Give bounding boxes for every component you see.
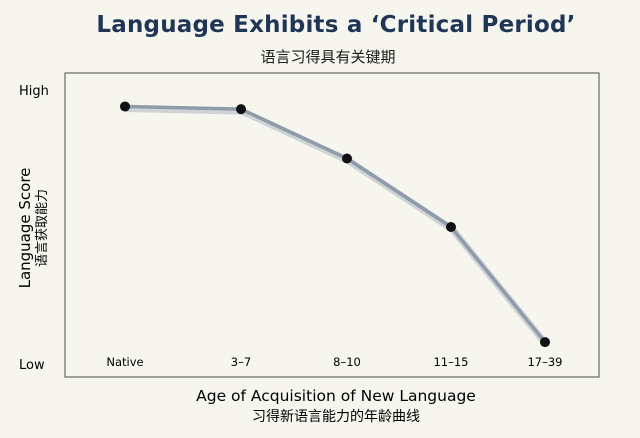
series-line <box>124 104 547 344</box>
y-tick-label: Low <box>19 358 45 373</box>
x-axis-label: Age of Acquisition of New Language <box>196 387 476 405</box>
x-tick-label: 3–7 <box>231 355 251 369</box>
x-axis-label-cn: 习得新语言能力的年龄曲线 <box>252 408 420 425</box>
x-tick-label: 11–15 <box>433 355 468 369</box>
y-tick-labels: High Low <box>19 84 49 373</box>
series-layer <box>120 101 550 348</box>
data-point <box>446 222 456 232</box>
x-tick-label: 17–39 <box>527 355 562 369</box>
chart-subtitle: 语言习得具有关键期 <box>260 48 396 66</box>
x-tick-label: Native <box>106 355 143 369</box>
y-axis-label: Language Score <box>16 168 34 289</box>
series-line-shadow <box>125 104 549 347</box>
data-point <box>120 101 130 112</box>
x-tick-labels: Native 3–7 8–10 11–15 17–39 <box>106 355 562 369</box>
y-tick-label: High <box>19 84 49 99</box>
data-point <box>236 104 246 115</box>
data-point <box>342 153 352 164</box>
x-tick-label: 8–10 <box>333 355 361 369</box>
y-axis-label-cn: 语言获取能力 <box>35 189 50 267</box>
chart-title: Language Exhibits a ‘Critical Period’ <box>96 12 576 38</box>
data-point <box>540 337 550 348</box>
plot-frame <box>64 72 600 378</box>
